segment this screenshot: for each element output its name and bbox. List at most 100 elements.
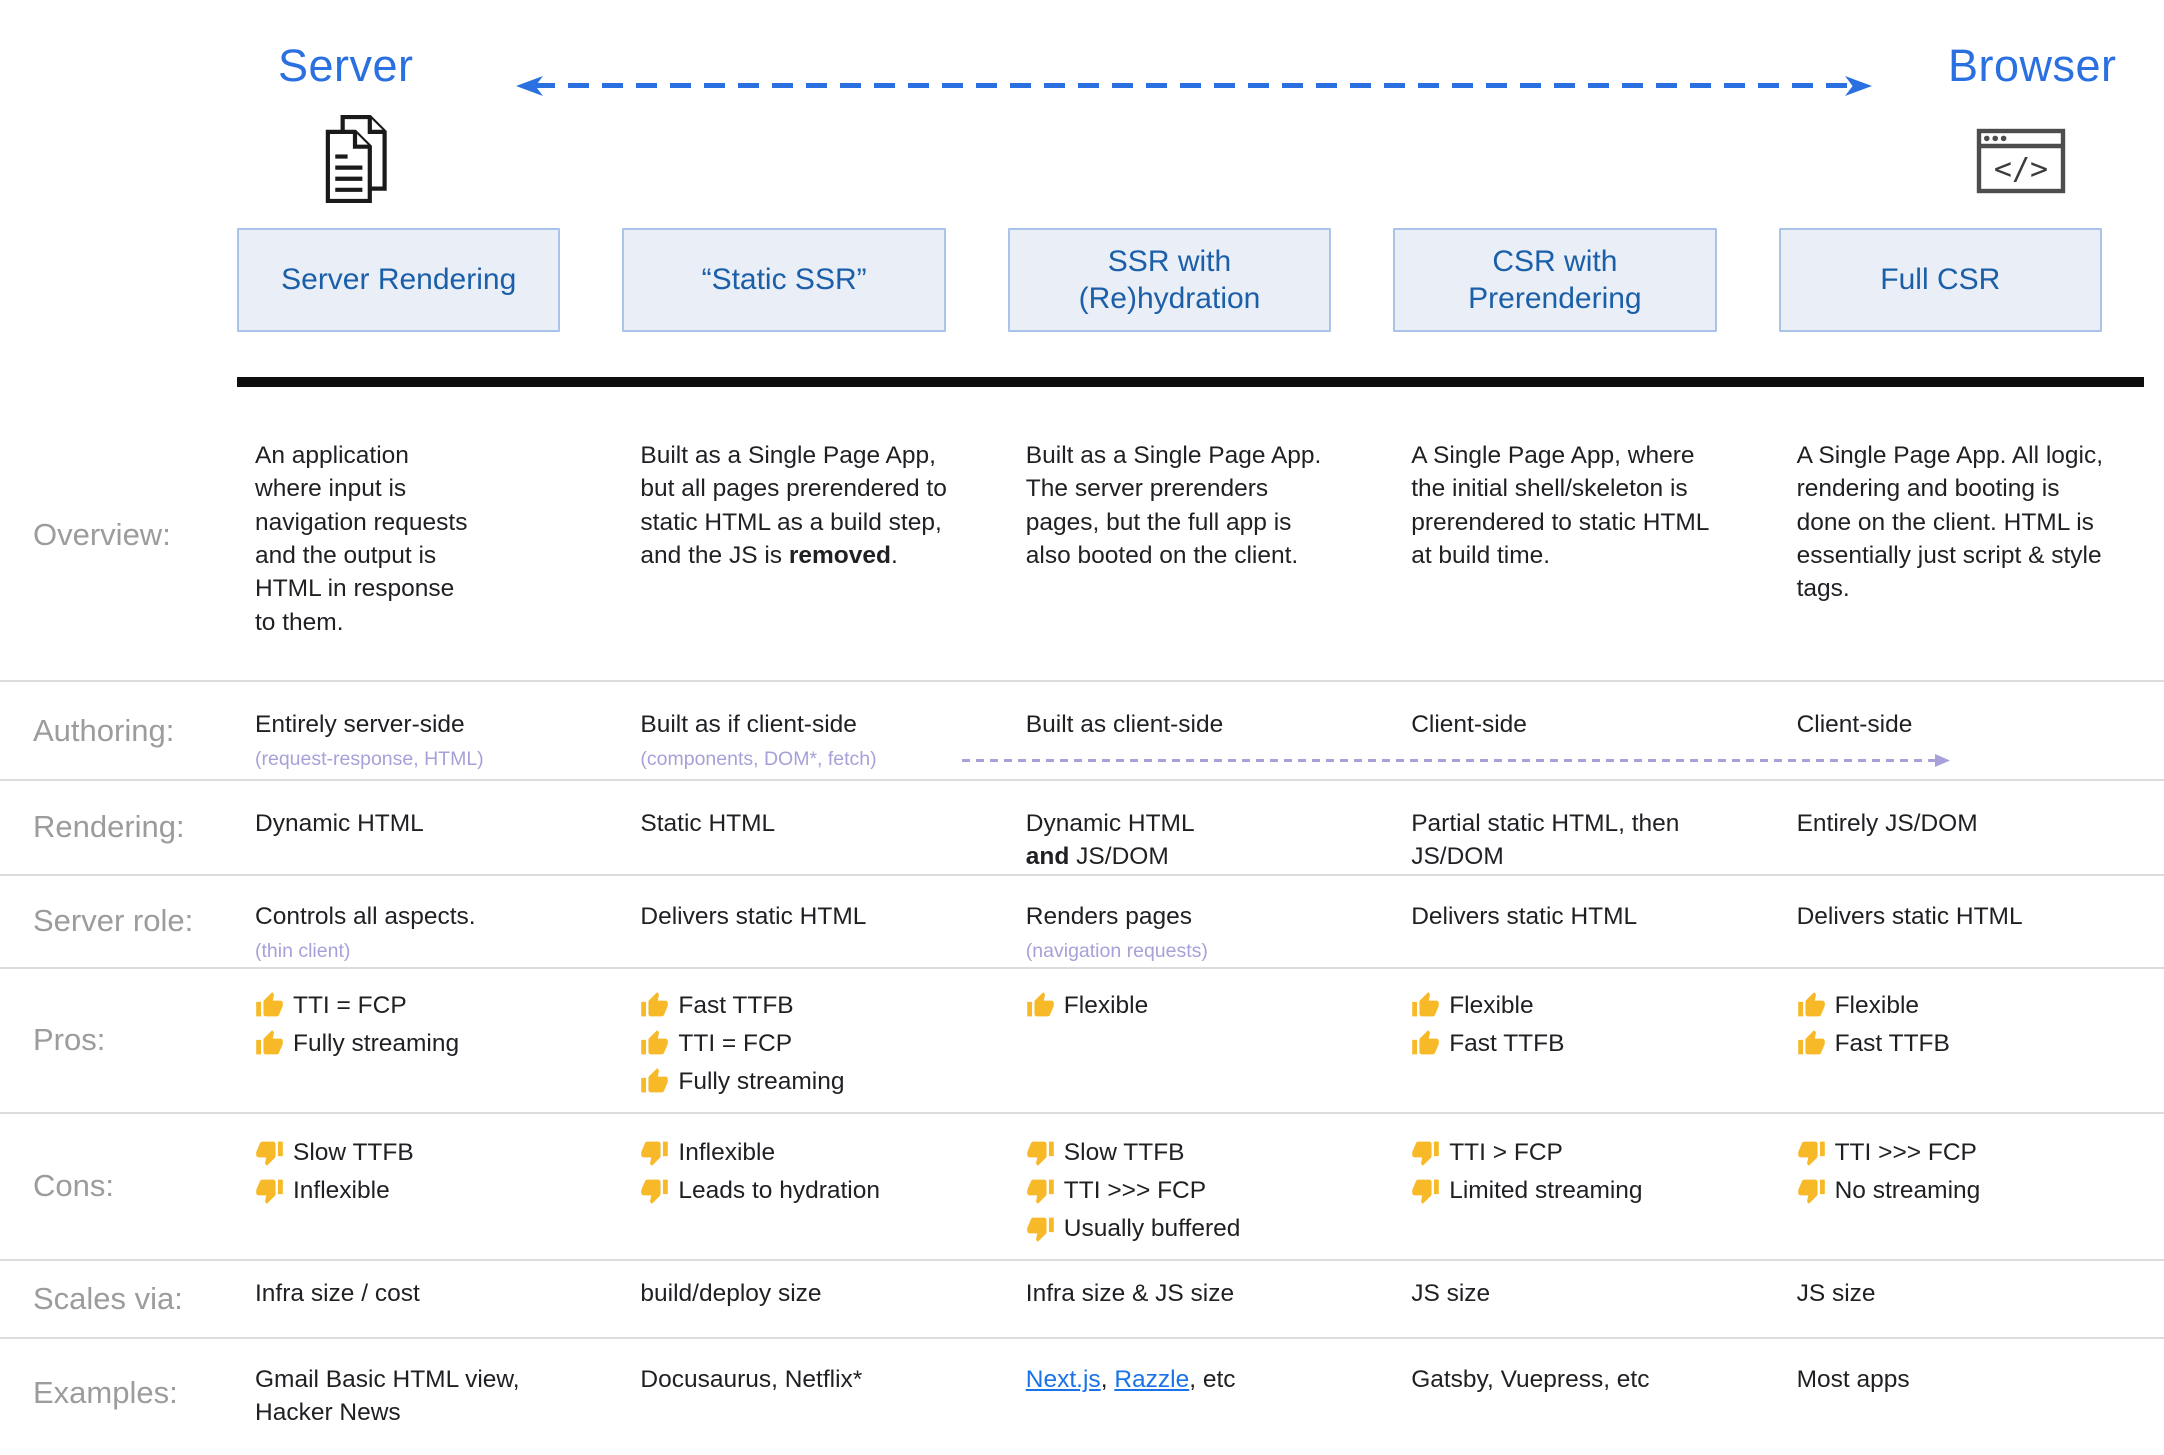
main-text: Built as if client-side (640, 711, 857, 738)
scales-full-csr: JS size (1796, 1279, 1876, 1307)
rendering-csr-prerendering: Partial static HTML, then JS/DOM (1411, 810, 1680, 871)
row-scales-via: Scales via: Infra size / cost build/depl… (0, 1261, 2164, 1339)
main-text: Client-side (1796, 711, 1913, 738)
example-link-nextjs[interactable]: Next.js (1025, 1365, 1101, 1393)
row-label-cons: Cons: (33, 1168, 114, 1204)
dashed-line (534, 83, 1854, 88)
thumbs-down-icon (641, 1141, 669, 1166)
pro-text: TTI = FCP (678, 1029, 793, 1057)
pro-item: Flexible (1026, 989, 1335, 1022)
line-1: Dynamic HTML (1025, 810, 1195, 837)
pro-item: TTI = FCP (255, 989, 564, 1022)
column-header-static-ssr: “Static SSR” (622, 228, 946, 332)
scales-csr-prerendering: JS size (1411, 1279, 1491, 1307)
pro-text: Fully streaming (678, 1068, 845, 1096)
main-text: Renders pages (1025, 902, 1192, 930)
main-text: Built as client-side (1025, 711, 1224, 738)
con-item: TTI > FCP (1411, 1136, 1720, 1169)
authoring-server-rendering: Entirely server-side (request-response, … (237, 682, 622, 779)
scales-ssr-rehydration: Infra size & JS size (1025, 1279, 1235, 1307)
row-pros: Pros: TTI = FCP Fully streaming Fast TTF… (0, 969, 2164, 1114)
thumbs-down-icon (256, 1141, 283, 1166)
pro-text: Flexible (1449, 991, 1534, 1019)
pro-item: Flexible (1797, 989, 2106, 1022)
thumbs-down-icon (1797, 1179, 1825, 1204)
pro-item: Fast TTFB (1797, 1027, 2106, 1060)
text: JS/DOM (1069, 843, 1169, 871)
text: . (890, 541, 898, 569)
pros-csr-prerendering: Flexible Fast TTFB (1393, 969, 1778, 1112)
thumbs-up-icon (256, 1030, 283, 1055)
thumbs-up-icon (1412, 1030, 1439, 1055)
overview-full-csr: A Single Page App. All logic, rendering … (1796, 442, 2104, 603)
row-label-rendering: Rendering: (33, 809, 185, 845)
thumbs-up-icon (1027, 991, 1054, 1017)
arrow-right-head-icon (1935, 754, 1950, 767)
row-server-role: Server role: Controls all aspects. (thin… (0, 876, 2164, 969)
thumbs-up-icon (641, 1030, 669, 1055)
column-header-csr-prerendering: CSR with Prerendering (1393, 228, 1717, 332)
con-item: Leads to hydration (640, 1174, 949, 1207)
con-item: Slow TTFB (255, 1136, 564, 1169)
examples-full-csr: Most apps (1796, 1365, 1910, 1393)
con-text: Inflexible (678, 1138, 776, 1166)
column-header-full-csr: Full CSR (1778, 228, 2102, 332)
row-label-scales-via: Scales via: (33, 1280, 183, 1316)
spacer (0, 228, 237, 332)
overview-static-ssr: Built as a Single Page App, but all page… (622, 389, 1007, 680)
line-2: and JS/DOM (1026, 840, 1335, 873)
con-text: Slow TTFB (293, 1138, 414, 1166)
authoring-ssr-rehydration: Built as client-side (1008, 682, 1393, 779)
con-text: Inflexible (293, 1176, 390, 1204)
text: , etc (1189, 1365, 1236, 1393)
server-role-csr-prerendering: Delivers static HTML (1411, 902, 1638, 930)
con-text: Slow TTFB (1063, 1138, 1185, 1166)
column-header-ssr-rehydration: SSR with (Re)hydration (1007, 228, 1332, 332)
con-text: Limited streaming (1449, 1176, 1643, 1204)
thumbs-up-icon (1797, 991, 1825, 1017)
row-label-examples: Examples: (33, 1374, 178, 1410)
thumbs-down-icon (256, 1179, 283, 1204)
rendering-full-csr: Entirely JS/DOM (1796, 810, 1978, 837)
pro-text: Fast TTFB (678, 991, 794, 1019)
browser-window-code-icon: </> (1976, 128, 2066, 199)
pros-server-rendering: TTI = FCP Fully streaming (237, 969, 622, 1112)
con-text: TTI >>> FCP (1063, 1176, 1207, 1204)
overview-csr-prerendering: A Single Page App, where the initial she… (1411, 442, 1709, 569)
server-endpoint-label: Server (278, 40, 414, 91)
server-role-server-rendering: Controls all aspects. (thin client) (237, 876, 622, 967)
pro-text: Flexible (1834, 991, 1920, 1019)
con-item: No streaming (1797, 1174, 2106, 1207)
server-role-ssr-rehydration: Renders pages (navigation requests) (1008, 876, 1393, 967)
pro-item: Flexible (1411, 989, 1720, 1022)
spectrum-header: Server Browser (0, 0, 2164, 389)
con-item: Inflexible (640, 1136, 949, 1169)
pro-text: Fast TTFB (1449, 1029, 1565, 1057)
server-role-full-csr: Delivers static HTML (1796, 902, 2023, 930)
example-link-razzle[interactable]: Razzle (1114, 1365, 1190, 1393)
pro-text: Flexible (1063, 991, 1149, 1019)
con-text: Usually buffered (1063, 1215, 1241, 1243)
thumbs-up-icon (1797, 1030, 1825, 1055)
row-label-pros: Pros: (33, 1022, 106, 1058)
scales-server-rendering: Infra size / cost (255, 1279, 420, 1307)
thumbs-down-icon (1797, 1141, 1825, 1166)
con-item: Limited streaming (1411, 1174, 1720, 1207)
thumbs-up-icon (1412, 991, 1439, 1017)
cons-csr-prerendering: TTI > FCP Limited streaming (1393, 1114, 1778, 1259)
bold-text: removed (788, 541, 891, 569)
pro-item: TTI = FCP (640, 1027, 949, 1060)
thumbs-down-icon (1412, 1141, 1439, 1166)
pro-item: Fully streaming (640, 1065, 949, 1098)
con-item: Inflexible (255, 1174, 564, 1207)
row-examples: Examples: Gmail Basic HTML view, Hacker … (0, 1339, 2164, 1447)
thumbs-down-icon (1412, 1179, 1439, 1204)
con-text: TTI > FCP (1449, 1138, 1563, 1166)
svg-text:</>: </> (1994, 152, 2048, 187)
con-text: TTI >>> FCP (1834, 1138, 1977, 1166)
row-label-authoring: Authoring: (33, 712, 175, 748)
row-authoring: Authoring: Entirely server-side (request… (0, 682, 2164, 781)
client-side-trend-arrow (962, 754, 1950, 768)
cons-full-csr: TTI >>> FCP No streaming (1779, 1114, 2164, 1259)
